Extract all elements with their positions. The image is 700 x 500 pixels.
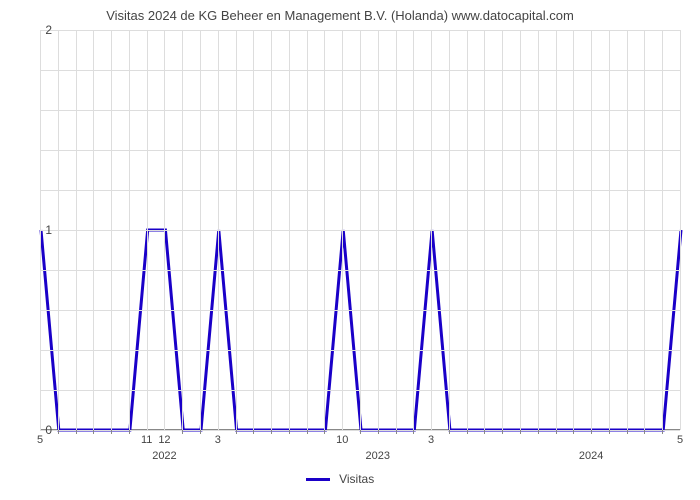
x-tick-label: 5: [677, 434, 683, 446]
grid-line-vertical: [58, 30, 59, 430]
x-minor-tick: [449, 430, 450, 434]
x-minor-tick: [289, 430, 290, 434]
grid-line-vertical: [449, 30, 450, 430]
x-minor-tick: [538, 430, 539, 434]
legend: Visitas: [0, 472, 680, 486]
grid-line-vertical: [413, 30, 414, 430]
x-minor-tick: [200, 430, 201, 434]
x-year-label: 2024: [579, 450, 603, 462]
x-tick-label: 10: [336, 434, 348, 446]
x-minor-tick: [556, 430, 557, 434]
x-minor-tick: [307, 430, 308, 434]
x-minor-tick: [111, 430, 112, 434]
grid-line-vertical: [342, 30, 343, 430]
x-tick-label: 3: [215, 434, 221, 446]
x-minor-tick: [662, 430, 663, 434]
chart-title: Visitas 2024 de KG Beheer en Management …: [0, 8, 680, 23]
x-minor-tick: [627, 430, 628, 434]
y-tick-label: 0: [45, 423, 52, 437]
x-minor-tick: [609, 430, 610, 434]
grid-line-vertical: [627, 30, 628, 430]
y-tick-label: 1: [45, 223, 52, 237]
grid-line-vertical: [164, 30, 165, 430]
grid-line-vertical: [200, 30, 201, 430]
grid-line-vertical: [40, 30, 41, 430]
grid-line-vertical: [236, 30, 237, 430]
grid-line-vertical: [360, 30, 361, 430]
y-tick-label: 2: [45, 23, 52, 37]
grid-line-vertical: [431, 30, 432, 430]
x-minor-tick: [502, 430, 503, 434]
x-minor-tick: [93, 430, 94, 434]
legend-swatch: [306, 478, 330, 481]
grid-line-vertical: [378, 30, 379, 430]
grid-line-vertical: [502, 30, 503, 430]
grid-line-vertical: [289, 30, 290, 430]
grid-line-vertical: [307, 30, 308, 430]
x-minor-tick: [129, 430, 130, 434]
grid-line-vertical: [538, 30, 539, 430]
x-minor-tick: [236, 430, 237, 434]
grid-line-vertical: [662, 30, 663, 430]
grid-line-vertical: [111, 30, 112, 430]
grid-line-vertical: [253, 30, 254, 430]
x-minor-tick: [467, 430, 468, 434]
x-minor-tick: [484, 430, 485, 434]
grid-line-vertical: [271, 30, 272, 430]
x-minor-tick: [413, 430, 414, 434]
x-minor-tick: [76, 430, 77, 434]
x-minor-tick: [324, 430, 325, 434]
grid-line-vertical: [680, 30, 681, 430]
x-minor-tick: [591, 430, 592, 434]
x-minor-tick: [253, 430, 254, 434]
x-minor-tick: [520, 430, 521, 434]
grid-line-vertical: [129, 30, 130, 430]
x-minor-tick: [182, 430, 183, 434]
x-year-label: 2023: [366, 450, 390, 462]
grid-line-vertical: [324, 30, 325, 430]
grid-line-vertical: [644, 30, 645, 430]
x-minor-tick: [360, 430, 361, 434]
grid-line-vertical: [556, 30, 557, 430]
grid-line-vertical: [396, 30, 397, 430]
x-tick-label: 3: [428, 434, 434, 446]
grid-line-vertical: [609, 30, 610, 430]
grid-line-vertical: [76, 30, 77, 430]
grid-line-vertical: [591, 30, 592, 430]
x-year-label: 2022: [152, 450, 176, 462]
grid-line-vertical: [147, 30, 148, 430]
grid-line-vertical: [182, 30, 183, 430]
grid-line-vertical: [218, 30, 219, 430]
x-minor-tick: [396, 430, 397, 434]
x-minor-tick: [644, 430, 645, 434]
grid-line-vertical: [467, 30, 468, 430]
grid-line-vertical: [484, 30, 485, 430]
grid-line-vertical: [93, 30, 94, 430]
grid-line-vertical: [520, 30, 521, 430]
x-tick-label: 5: [37, 434, 43, 446]
x-minor-tick: [58, 430, 59, 434]
grid-line-vertical: [573, 30, 574, 430]
x-minor-tick: [271, 430, 272, 434]
x-tick-label: 12: [158, 434, 170, 446]
legend-label: Visitas: [339, 472, 374, 486]
x-tick-label: 11: [141, 434, 152, 446]
x-minor-tick: [573, 430, 574, 434]
x-minor-tick: [378, 430, 379, 434]
